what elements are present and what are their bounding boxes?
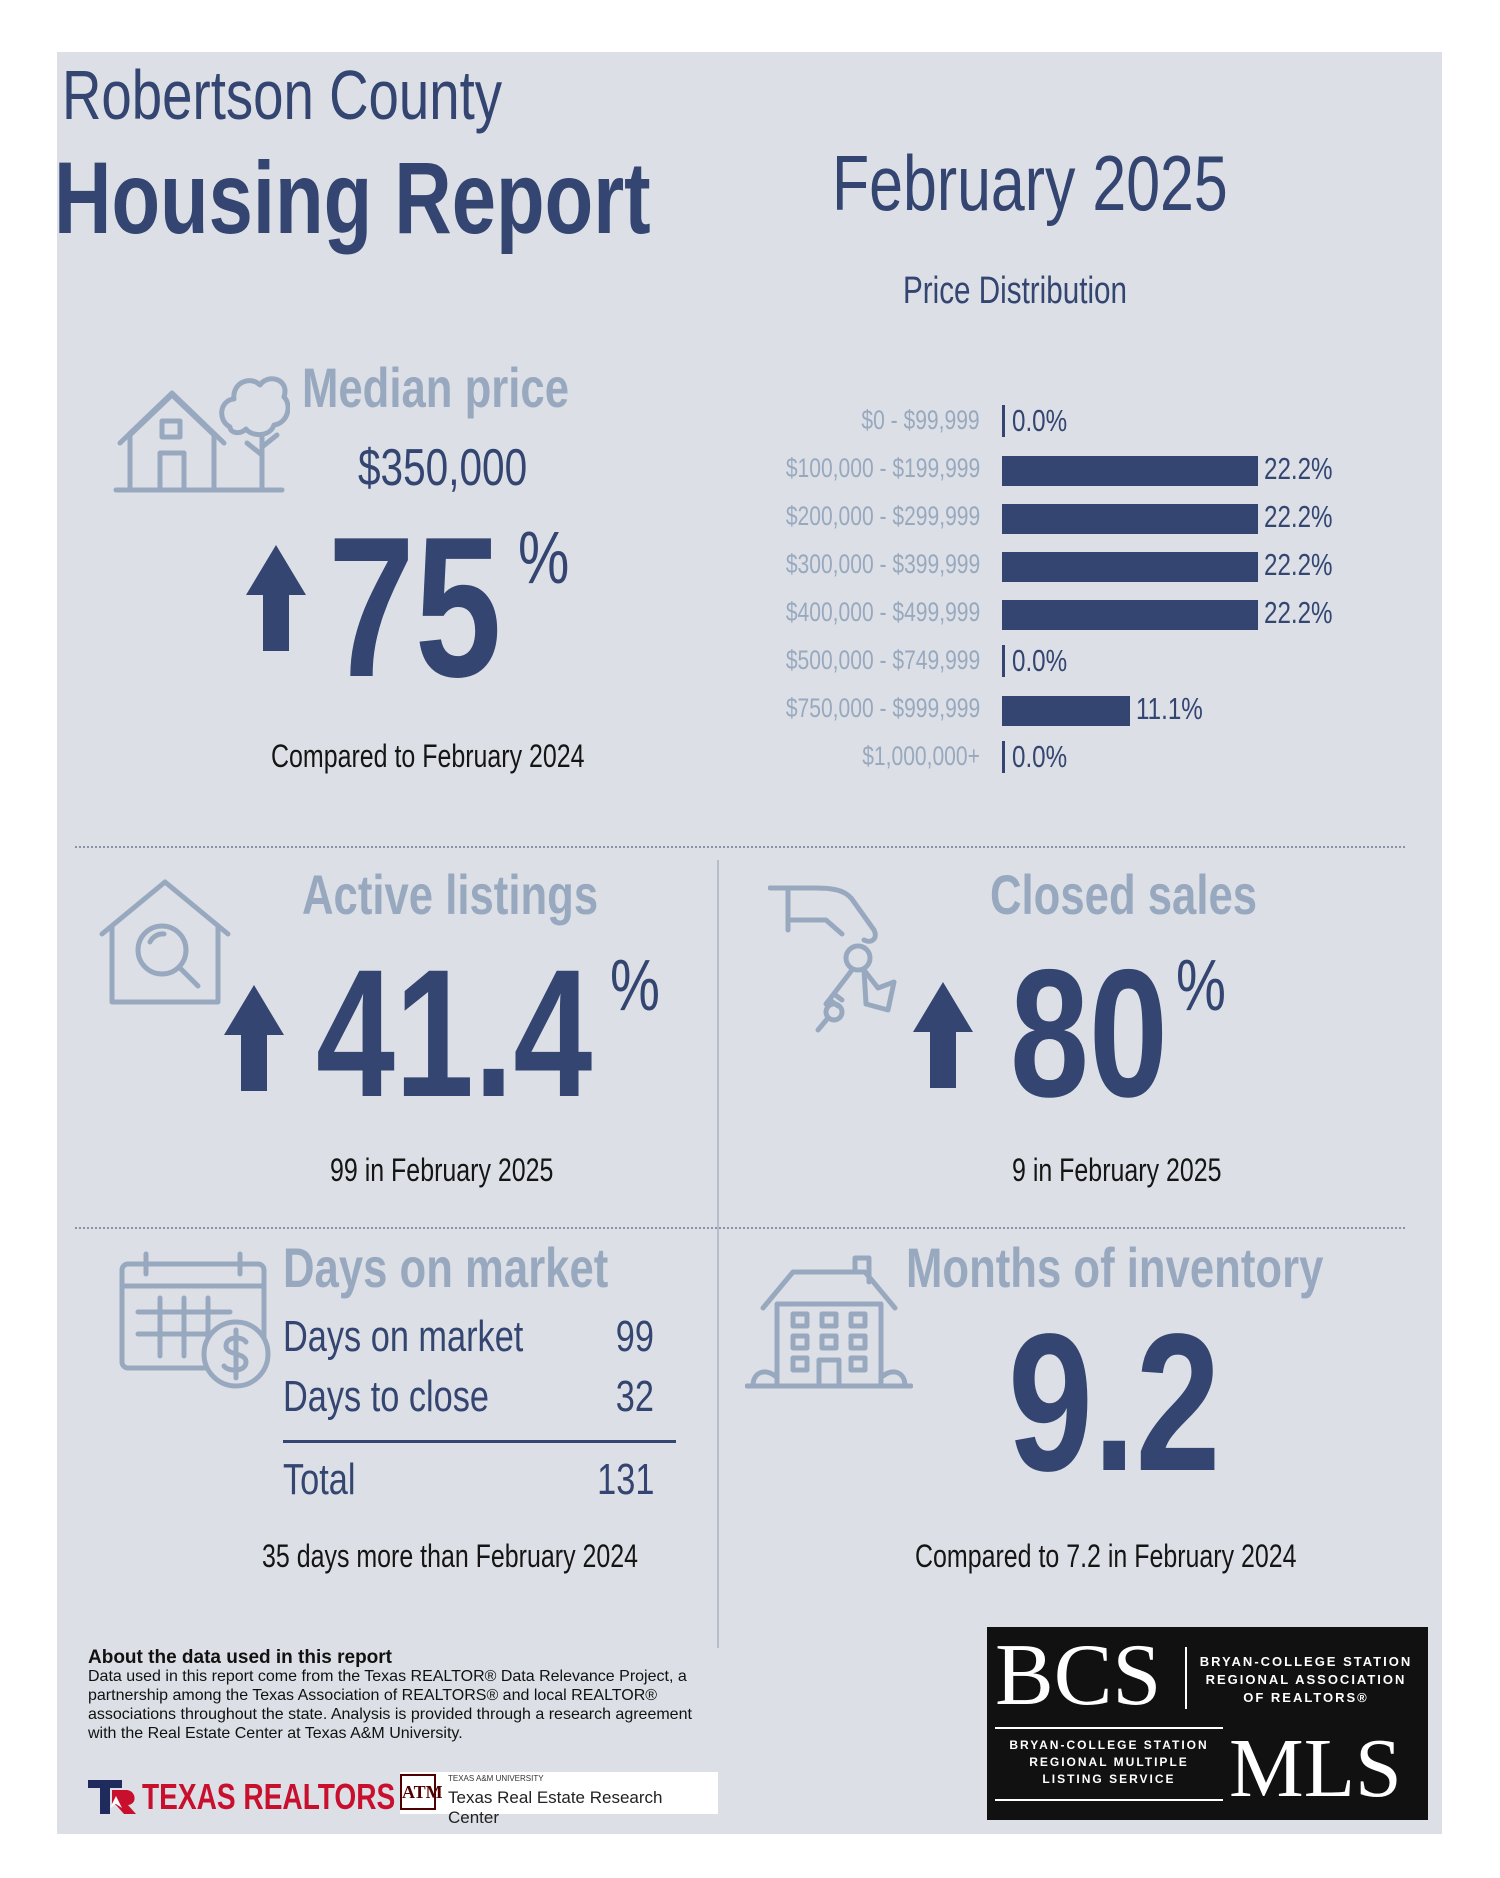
dom-row-days-on-market: Days on market 99 [283, 1312, 654, 1361]
price-range-label: $500,000 - $749,999 [785, 645, 980, 675]
days-on-market-title: Days on market [283, 1236, 609, 1299]
median-price-value: $350,000 [358, 439, 528, 497]
divider-middle [75, 1227, 1405, 1229]
dom-row-days-to-close: Days to close 32 [283, 1372, 654, 1421]
median-price-title: Median price [302, 356, 570, 419]
price-distribution-bar [1002, 741, 1005, 773]
price-range-label: $200,000 - $299,999 [785, 501, 980, 531]
up-arrow-icon [911, 980, 975, 1090]
months-inventory-value: 9.2 [1008, 1293, 1221, 1512]
price-distribution-bar [1002, 456, 1258, 486]
dom-row-total: Total 131 [283, 1455, 654, 1504]
price-range-label: $1,000,000+ [862, 741, 980, 771]
active-listings-caption: 99 in February 2025 [330, 1152, 554, 1188]
mls-wordmark: MLS [1229, 1722, 1402, 1815]
closed-sales-percent: % [1176, 946, 1226, 1026]
up-arrow-icon [244, 543, 308, 653]
texas-realtors-logo: TEXAS REALTORS [86, 1774, 395, 1823]
price-distribution-value: 0.0% [1012, 739, 1068, 774]
price-distribution-bar [1002, 600, 1258, 630]
price-range-label: $100,000 - $199,999 [785, 453, 980, 483]
price-distribution-row: $1,000,000+ 0.0% [680, 739, 1380, 779]
price-range-label: $750,000 - $999,999 [785, 693, 980, 723]
active-listings-title: Active listings [302, 863, 599, 926]
active-listings-percent: % [610, 946, 660, 1026]
days-on-market-caption: 35 days more than February 2024 [262, 1538, 639, 1574]
price-distribution-bar [1002, 696, 1130, 726]
price-distribution-row: $200,000 - $299,999 22.2% [680, 499, 1380, 539]
price-distribution-title: Price Distribution [903, 270, 1128, 312]
price-distribution-value: 0.0% [1012, 643, 1068, 678]
dom-total-rule [283, 1440, 676, 1443]
mls-rule-bottom [995, 1799, 1223, 1801]
about-data: About the data used in this report Data … [88, 1648, 708, 1743]
bcs-divider [1185, 1647, 1188, 1709]
days-on-market-table: Days on market 99 Days to close 32 Total… [283, 1312, 676, 1515]
active-listings-change: 41.4 [316, 931, 593, 1135]
months-inventory-title: Months of inventory [906, 1236, 1324, 1299]
months-inventory-caption: Compared to 7.2 in February 2024 [915, 1538, 1297, 1574]
median-price-percent: % [518, 516, 570, 599]
mls-rule-top [995, 1727, 1223, 1729]
house-tree-icon [112, 365, 291, 500]
mls-service-text: BRYAN-COLLEGE STATION REGIONAL MULTIPLE … [1009, 1738, 1209, 1786]
price-range-label: $300,000 - $399,999 [785, 549, 980, 579]
closed-sales-title: Closed sales [990, 863, 1258, 926]
tamu-university-label: TEXAS A&M UNIVERSITY [448, 1774, 544, 1783]
price-distribution-value: 22.2% [1264, 595, 1333, 630]
up-arrow-icon [222, 983, 286, 1093]
calendar-dollar-icon [118, 1250, 274, 1401]
price-distribution-row: $750,000 - $999,999 11.1% [680, 691, 1380, 731]
price-distribution-value: 0.0% [1012, 403, 1068, 438]
price-distribution-bar [1002, 552, 1258, 582]
about-body: Data used in this report come from the T… [88, 1668, 692, 1742]
report-title: Housing Report [54, 141, 651, 255]
report-date: February 2025 [832, 139, 1228, 227]
closed-sales-change: 80 [1010, 931, 1168, 1135]
price-distribution-bar [1002, 405, 1005, 437]
tamu-center-label: Texas Real Estate Research Center [448, 1788, 663, 1827]
median-price-caption: Compared to February 2024 [271, 738, 585, 774]
price-distribution-bar [1002, 645, 1005, 677]
tamu-emblem-icon: ATM [400, 1774, 443, 1810]
bcs-association-text: BRYAN-COLLEGE STATION REGIONAL ASSOCIATI… [1199, 1654, 1413, 1705]
about-title: About the data used in this report [88, 1647, 393, 1668]
median-price-change: 75 [328, 496, 502, 719]
price-distribution-chart: $0 - $99,999 0.0% $100,000 - $199,999 22.2%… [680, 403, 1380, 783]
price-distribution-row: $100,000 - $199,999 22.2% [680, 451, 1380, 491]
price-distribution-row: $300,000 - $399,999 22.2% [680, 547, 1380, 587]
closed-sales-caption: 9 in February 2025 [1012, 1152, 1222, 1188]
report-panel [57, 52, 1442, 1834]
price-distribution-row: $400,000 - $499,999 22.2% [680, 595, 1380, 635]
price-range-label: $400,000 - $499,999 [785, 597, 980, 627]
price-distribution-row: $0 - $99,999 0.0% [680, 403, 1380, 443]
search-home-icon [98, 878, 232, 1011]
divider-vertical [717, 860, 719, 1648]
divider-top [75, 846, 1405, 848]
price-distribution-value: 22.2% [1264, 547, 1333, 582]
tamu-logo: ATM TEXAS A&M UNIVERSITY Texas Real Esta… [400, 1772, 718, 1827]
price-distribution-row: $500,000 - $749,999 0.0% [680, 643, 1380, 683]
texas-realtors-text: TEXAS REALTORS [142, 1776, 396, 1817]
price-distribution-bar [1002, 504, 1258, 534]
price-distribution-value: 22.2% [1264, 499, 1333, 534]
apartment-building-icon [744, 1252, 914, 1395]
price-distribution-value: 11.1% [1136, 691, 1203, 726]
hand-keys-icon [767, 878, 898, 1043]
bcs-wordmark: BCS [995, 1627, 1162, 1724]
price-distribution-value: 22.2% [1264, 451, 1333, 486]
price-range-label: $0 - $99,999 [861, 405, 980, 435]
bcs-mls-logo: BCS BRYAN-COLLEGE STATION REGIONAL ASSOC… [987, 1627, 1428, 1820]
county-title: Robertson County [62, 56, 503, 134]
